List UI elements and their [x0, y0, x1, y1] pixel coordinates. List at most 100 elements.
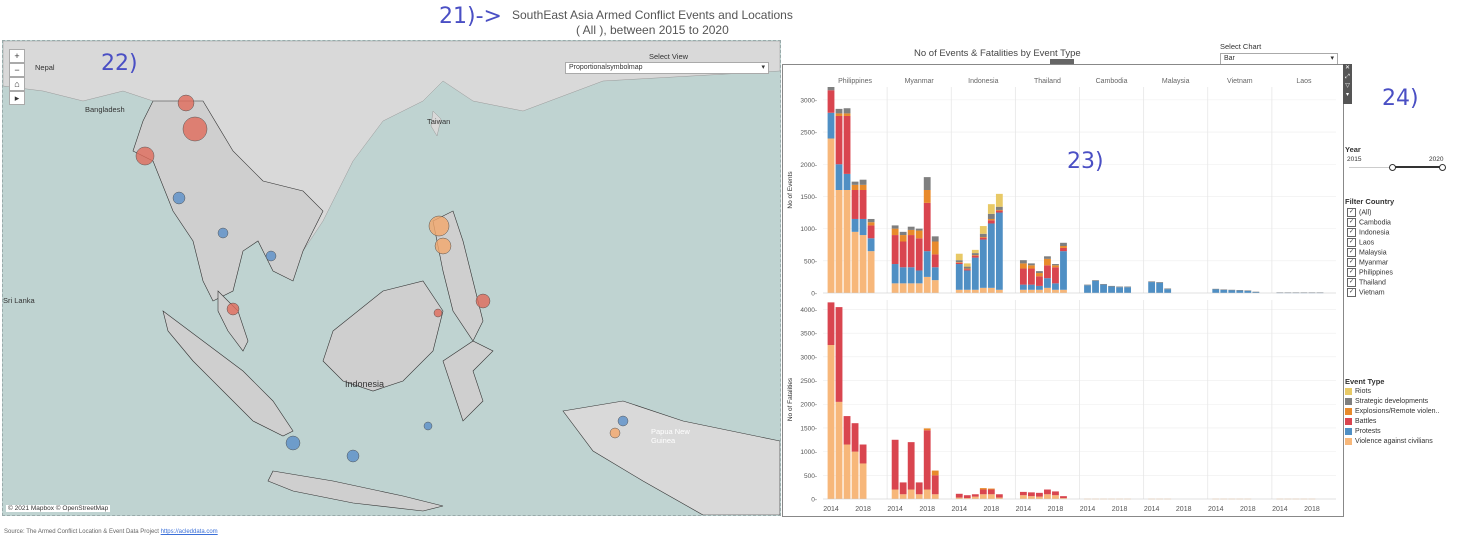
bar-segment	[915, 270, 923, 284]
bar-segment	[1027, 492, 1035, 497]
country-checkbox-item[interactable]: ✓ Thailand	[1347, 278, 1393, 288]
bar-segment	[851, 423, 859, 452]
y-tick-label: 1000-	[800, 449, 817, 456]
bar-segment	[1164, 289, 1172, 293]
checkbox-icon[interactable]: ✓	[1347, 258, 1356, 267]
bar-segment	[1044, 258, 1051, 266]
checkbox-icon[interactable]: ✓	[1347, 288, 1356, 297]
checkbox-icon[interactable]: ✓	[1347, 238, 1356, 247]
country-checkbox-item[interactable]: ✓ Indonesia	[1347, 228, 1393, 238]
bar-segment	[979, 236, 987, 238]
bar-segment	[843, 113, 851, 116]
bar-segment	[1236, 290, 1244, 293]
legend-item[interactable]: Explosions/Remote violen..	[1345, 407, 1439, 417]
legend-swatch	[1345, 437, 1352, 445]
year-slider-handle-min[interactable]	[1389, 164, 1396, 171]
zoom-in-button[interactable]: +	[9, 49, 25, 63]
dashboard-subtitle: ( All ), between 2015 to 2020	[576, 23, 729, 37]
chart-toolbar[interactable]: ✕ ⤢ ▽ ▾	[1343, 64, 1352, 104]
bar-segment	[971, 249, 979, 254]
home-icon[interactable]: ⌂	[9, 77, 25, 91]
bar-segment	[915, 228, 923, 231]
panel-header: Myanmar	[905, 78, 935, 85]
x-tick-label: 2018	[919, 506, 935, 513]
x-tick-label: 2018	[1048, 506, 1064, 513]
bar-segment	[907, 267, 915, 284]
checkbox-icon[interactable]: ✓	[1347, 218, 1356, 227]
bar-segment	[867, 218, 875, 223]
legend-item[interactable]: Violence against civilians	[1345, 437, 1439, 447]
bar-segment	[979, 226, 987, 234]
bar-segment	[843, 444, 851, 499]
checkbox-icon[interactable]: ✓	[1347, 208, 1356, 217]
bar-segment	[955, 497, 963, 499]
bar-segment	[891, 235, 899, 265]
checkbox-icon[interactable]: ✓	[1347, 268, 1356, 277]
checkbox-icon[interactable]: ✓	[1347, 228, 1356, 237]
zoom-out-button[interactable]: −	[9, 63, 25, 77]
bar-segment	[1284, 292, 1292, 293]
bar-segment	[1108, 285, 1115, 287]
panel-header: Laos	[1296, 78, 1312, 85]
country-checkbox-item[interactable]: ✓ Vietnam	[1347, 288, 1393, 298]
bar-segment	[963, 289, 971, 293]
bar-segment	[1036, 492, 1043, 497]
x-tick-label: 2014	[1080, 506, 1096, 513]
proportional-symbol-map[interactable]: Nepal Bangladesh Taiwan Indonesia Papua …	[2, 40, 781, 516]
year-slider-handle-max[interactable]	[1439, 164, 1446, 171]
legend-item[interactable]: Battles	[1345, 417, 1439, 427]
checkbox-icon[interactable]: ✓	[1347, 278, 1356, 287]
year-min: 2015	[1347, 156, 1362, 163]
country-checkbox-item[interactable]: ✓ Philippines	[1347, 268, 1393, 278]
panel-header: Philippines	[838, 78, 872, 85]
bar-segment	[1052, 495, 1059, 499]
source-link[interactable]: https://acleddata.com	[160, 529, 218, 535]
bar-segment	[1084, 285, 1091, 293]
map-label-papua: Papua New Guinea	[651, 427, 690, 445]
bar-segment	[971, 496, 979, 499]
bar-segment	[843, 108, 851, 114]
checkbox-icon[interactable]: ✓	[1347, 248, 1356, 257]
x-tick-label: 2014	[1208, 506, 1224, 513]
country-label: (All)	[1359, 209, 1372, 217]
drag-handle[interactable]	[1050, 59, 1074, 64]
bar-segment	[851, 451, 859, 499]
legend-item[interactable]: Protests	[1345, 427, 1439, 437]
bar-segment	[979, 488, 987, 490]
legend-item[interactable]: Strategic developments	[1345, 397, 1439, 407]
y-tick-label: 500-	[804, 258, 817, 265]
y-tick-label: 3500-	[800, 331, 817, 338]
bar-segment	[963, 268, 971, 270]
bar-segment	[1027, 263, 1035, 266]
country-checkbox-item[interactable]: ✓ Malaysia	[1347, 248, 1393, 258]
bar-segment	[1044, 287, 1051, 293]
bar-segment	[987, 489, 995, 495]
country-checkbox-item[interactable]: ✓ Laos	[1347, 238, 1393, 248]
expand-icon[interactable]: ▸	[9, 91, 25, 105]
select-view-label: Select View	[649, 52, 689, 61]
annotation-24: 24)	[1382, 86, 1419, 111]
country-checkbox-item[interactable]: ✓ (All)	[1347, 208, 1393, 218]
bar-segment	[891, 439, 899, 490]
year-slider-range	[1392, 166, 1443, 168]
bar-segment	[907, 235, 915, 268]
select-view-dropdown[interactable]: Proportionalsymbolmap ▾	[565, 62, 769, 74]
legend-item[interactable]: Riots	[1345, 387, 1439, 397]
bar-segment	[1060, 251, 1067, 290]
y-tick-label: 4000-	[800, 307, 817, 314]
bar-segment	[867, 238, 875, 252]
bar-segment	[931, 494, 939, 499]
bar-segment	[835, 113, 843, 116]
bar-chart-container[interactable]: Philippines Myanmar Indonesia Thailand Cambo…	[782, 64, 1344, 517]
country-checkbox-item[interactable]: ✓ Cambodia	[1347, 218, 1393, 228]
chevron-down-icon: ▾	[761, 64, 765, 71]
legend-swatch	[1345, 407, 1352, 415]
bar-segment	[963, 498, 971, 499]
country-checkbox-item[interactable]: ✓ Myanmar	[1347, 258, 1393, 268]
bar-segment	[899, 482, 907, 495]
bar-segment	[1019, 495, 1027, 499]
bar-segment	[971, 253, 979, 256]
source-text: Source: The Armed Conflict Location & Ev…	[4, 529, 159, 535]
legend-swatch	[1345, 427, 1352, 435]
country-label: Laos	[1359, 239, 1375, 247]
